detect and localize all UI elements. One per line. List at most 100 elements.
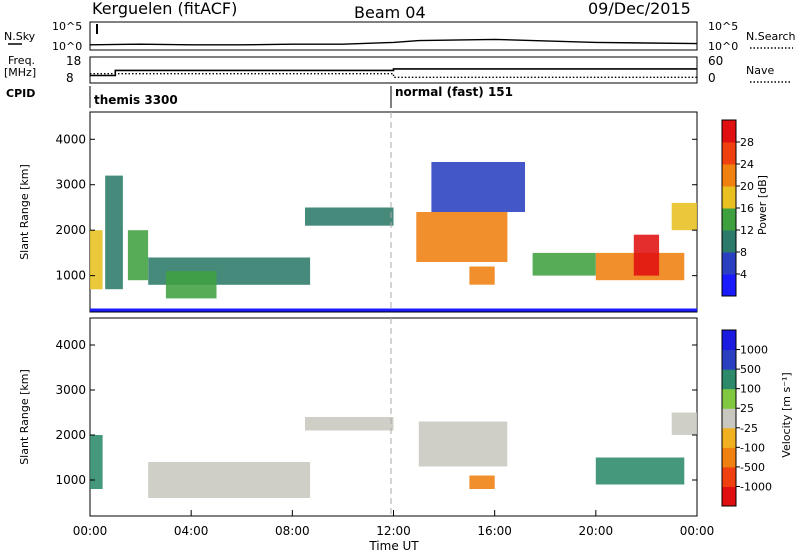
power-colorbar: 4 8 12 16 20 24 28 [721, 119, 754, 297]
x-tick-label-5: 20:00 [579, 524, 614, 538]
velocity-panel: 1000 2000 3000 4000 Slant Range [km] -1000 -… [18, 317, 793, 517]
power-regions-region-0 [90, 230, 103, 290]
x-tick-label-0: 00:00 [73, 524, 108, 538]
date-title: 09/Dec/2015 [588, 0, 691, 18]
x-tick-label-4: 16:00 [477, 524, 512, 538]
velocity-y-axis: 1000 2000 3000 4000 [55, 338, 697, 487]
cpid-mode-2: normal (fast) 151 [395, 85, 513, 99]
freq-series-line [90, 68, 697, 77]
power-regions-region-9 [532, 252, 596, 276]
power-regions-region-12 [671, 202, 697, 231]
power-regions-region-11 [633, 234, 660, 276]
vel-colorbar-tick-5: 100 [740, 383, 761, 396]
power-colorbar-tick-6: 28 [740, 136, 754, 149]
x-tick-label-3: 12:00 [376, 524, 411, 538]
cpid-mode-1: themis 3300 [94, 93, 178, 107]
power-regions-region-4 [165, 271, 217, 299]
nsky-label: N.Sky [4, 30, 36, 43]
freq-tick-bottom: 8 [66, 71, 74, 85]
power-ylabel: Slant Range [km] [18, 164, 31, 260]
nave-series-line [90, 72, 697, 79]
power-yticks-label-1: 2000 [55, 223, 86, 237]
power-regions-region-7 [431, 162, 525, 212]
power-regions-region-1 [105, 175, 123, 290]
vel-colorbar-swatch-5 [722, 388, 736, 409]
power-colorbar-tick-0: 4 [740, 268, 747, 281]
vel-colorbar-swatch-0 [722, 486, 736, 507]
power-yticks-label-3: 4000 [55, 132, 86, 146]
power-regions-region-2 [127, 230, 149, 281]
vel-colorbar-swatch-4 [722, 408, 736, 429]
vel-yticks-label-2: 3000 [55, 383, 86, 397]
vel-colorbar-tick-4: 25 [740, 402, 754, 415]
nsearch-tick-top: 10^5 [708, 20, 738, 33]
vel-colorbar-tick-2: -100 [740, 441, 765, 454]
power-y-axis: 1000 2000 3000 4000 [55, 132, 697, 283]
vel-colorbar-tick-7: 1000 [740, 344, 768, 357]
beam-title: Beam 04 [354, 3, 426, 22]
power-regions-region-6 [416, 212, 508, 262]
freq-tick-top: 18 [66, 54, 81, 68]
power-regions-region-5 [305, 207, 394, 226]
nave-label: Nave [746, 64, 774, 77]
vel-colorbar-swatch-8 [722, 330, 736, 351]
time-x-axis: 00:00 04:00 08:00 12:00 16:00 20:00 00:00 [73, 510, 715, 538]
velocity-colorbar: -1000 -500 -100 -25 25 100 500 1000 [721, 329, 772, 507]
vel-colorbar-swatch-2 [722, 447, 736, 468]
power-yticks-label-2: 3000 [55, 178, 86, 192]
power-colorbar-swatch-6 [722, 142, 736, 165]
power-data-regions [90, 162, 697, 299]
power-colorbar-tick-4: 20 [740, 180, 754, 193]
vel-colorbar-tick-0: -1000 [740, 480, 772, 493]
freq-unit: [MHz] [4, 66, 36, 79]
vel-regions-region-6 [671, 412, 697, 435]
power-colorbar-swatch-5 [722, 164, 736, 187]
vel-colorbar-swatch-3 [722, 427, 736, 448]
x-tick-label-2: 08:00 [275, 524, 310, 538]
velocity-data-regions [90, 412, 697, 498]
velocity-colorbar-label: Velocity [m s⁻¹] [780, 372, 793, 457]
vel-regions-region-5 [595, 457, 685, 485]
power-colorbar-swatch-2 [722, 230, 736, 253]
power-colorbar-tick-5: 24 [740, 158, 754, 171]
power-colorbar-swatch-3 [722, 208, 736, 231]
freq-label: Freq. [8, 54, 35, 67]
nsky-tick-bottom: 10^0 [52, 40, 82, 53]
vel-regions-region-2 [305, 417, 394, 431]
power-colorbar-swatch-7 [722, 120, 736, 143]
power-colorbar-swatch-1 [722, 252, 736, 275]
frequency-panel: Freq. [MHz] 18 8 60 0 Nave [4, 54, 790, 85]
vel-colorbar-tick-6: 500 [740, 363, 761, 376]
vel-colorbar-tick-3: -25 [740, 422, 758, 435]
vel-colorbar-swatch-7 [722, 349, 736, 370]
power-regions-region-8 [469, 266, 495, 285]
vel-yticks-label-3: 4000 [55, 338, 86, 352]
station-title: Kerguelen (fitACF) [92, 0, 237, 18]
nsky-series-line [89, 38, 698, 46]
power-panel: 1000 2000 3000 4000 Slant Range [km] 4 8 12 16… [18, 111, 769, 313]
power-colorbar-swatch-0 [722, 274, 736, 297]
vel-regions-region-4 [469, 475, 495, 489]
velocity-ylabel: Slant Range [km] [18, 369, 31, 465]
vel-colorbar-swatch-6 [722, 369, 736, 390]
vel-regions-region-1 [148, 462, 311, 498]
x-axis-label: Time UT [368, 539, 419, 553]
cpid-row: CPID themis 3300 normal (fast) 151 [6, 85, 513, 108]
power-colorbar-label: Power [dB] [756, 175, 769, 235]
x-tick-label-6: 00:00 [680, 524, 715, 538]
nsky-tick-top: 10^5 [52, 20, 82, 33]
nsearch-label: N.Search [746, 30, 796, 43]
power-colorbar-tick-1: 8 [740, 246, 747, 259]
cpid-label: CPID [6, 87, 35, 100]
nave-tick-bottom: 0 [708, 71, 716, 85]
power-yticks-label-0: 1000 [55, 269, 86, 283]
vel-colorbar-swatch-1 [722, 466, 736, 487]
nsky-panel: N.Sky 10^5 10^0 10^5 10^0 N.Search [4, 20, 796, 53]
x-tick-label-1: 04:00 [174, 524, 209, 538]
nave-tick-top: 60 [708, 54, 723, 68]
power-colorbar-tick-3: 16 [740, 202, 754, 215]
vel-yticks-label-1: 2000 [55, 428, 86, 442]
vel-regions-region-0 [90, 435, 103, 489]
nsearch-tick-bottom: 10^0 [708, 40, 738, 53]
power-colorbar-swatch-4 [722, 186, 736, 209]
